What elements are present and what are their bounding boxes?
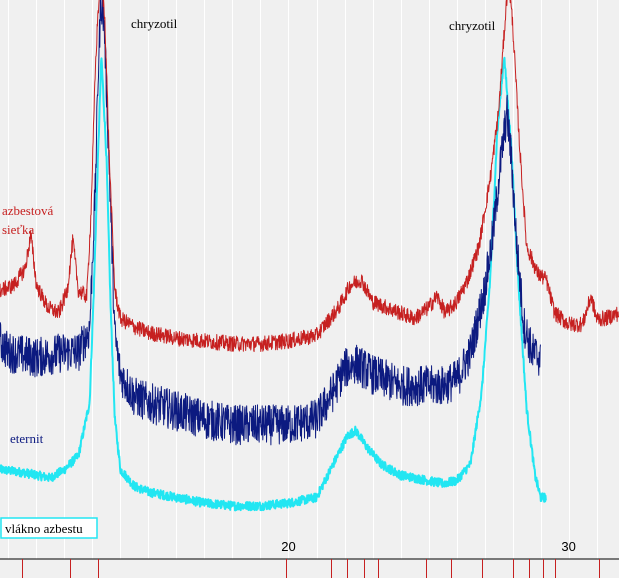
x-tick-labels: 20 30 — [281, 539, 576, 554]
grid — [8, 0, 598, 559]
legend-red-line2: sieťka — [2, 222, 34, 237]
reference-marks — [22, 559, 600, 578]
series-line-vlakno-azbestu — [0, 56, 547, 512]
series-line-azbestova-sietka — [0, 0, 619, 353]
legend-red-line1: azbestová — [2, 203, 53, 218]
annotations: chryzotil chryzotil azbestová sieťka ete… — [0, 16, 496, 539]
peak-label-right: chryzotil — [449, 18, 496, 33]
peak-label-left: chryzotil — [131, 16, 178, 31]
legend-cyan: vlákno azbestu — [5, 521, 83, 536]
legend-cyan-box — [0, 517, 98, 539]
x-tick-label: 30 — [561, 539, 575, 554]
x-tick-label: 20 — [281, 539, 295, 554]
series-layer — [0, 0, 619, 512]
x-axis: 20 30 — [0, 539, 619, 578]
series-line-eternit — [0, 0, 541, 446]
legend-blue: eternit — [10, 431, 44, 446]
